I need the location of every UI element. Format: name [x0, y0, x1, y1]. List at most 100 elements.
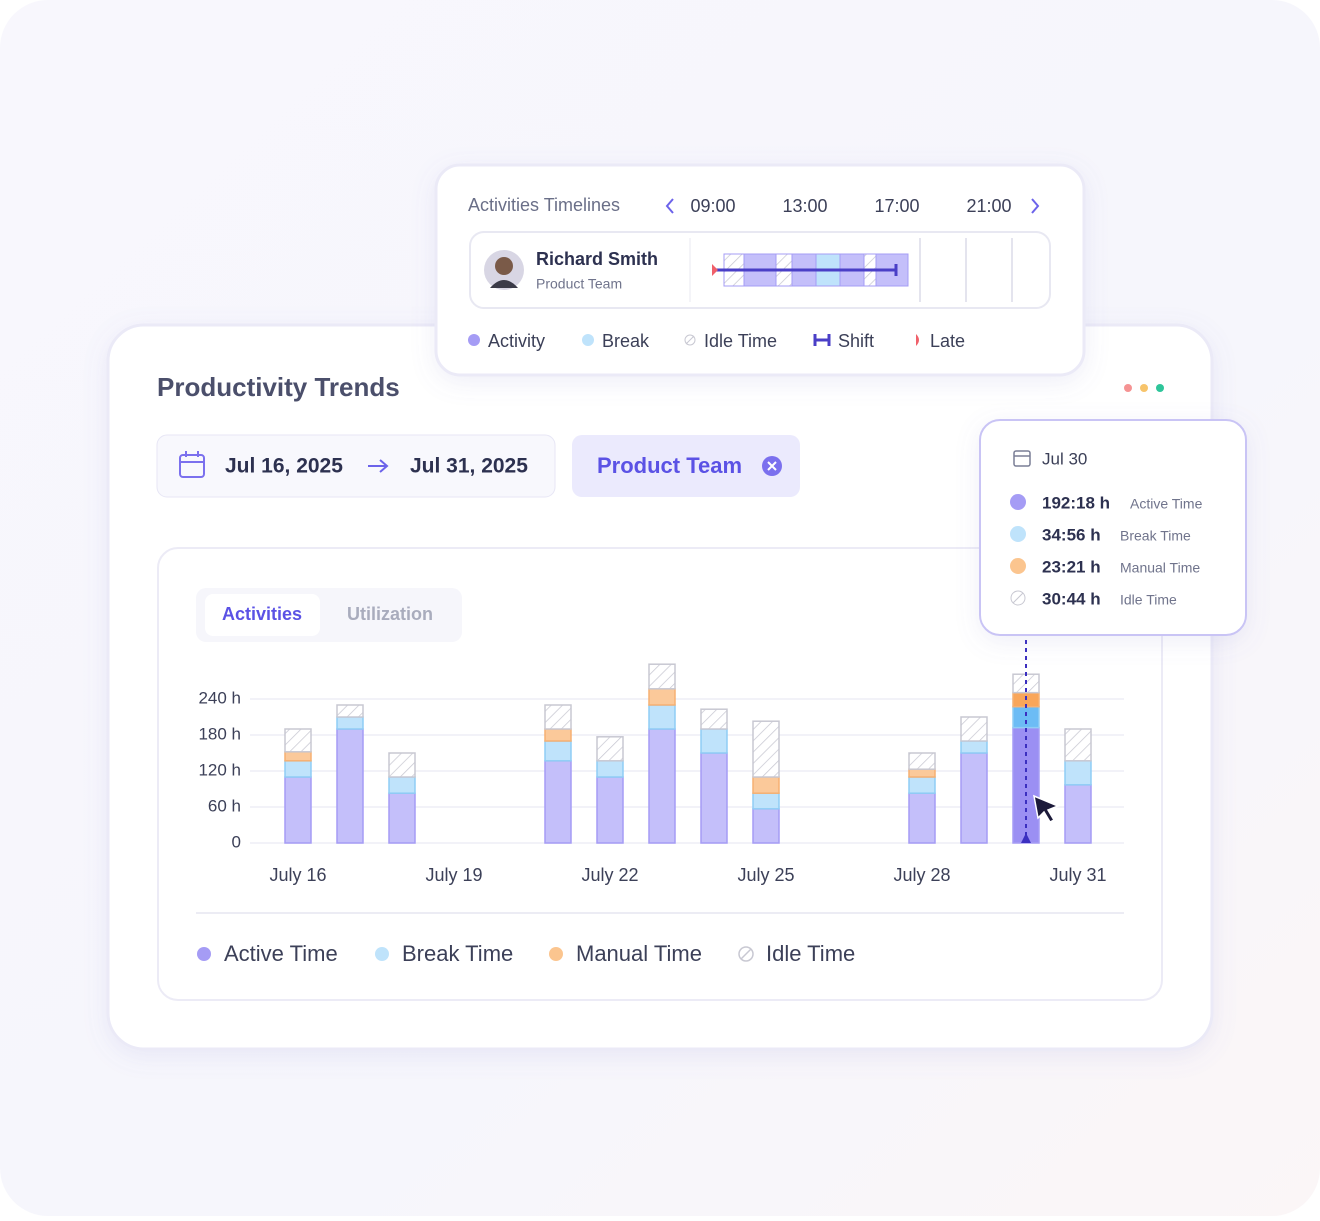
bar-segment: [648, 688, 676, 706]
timeline-card: Activities Timelines 09:00 13:00 17:00 2…: [434, 163, 1086, 377]
tooltip-card: [979, 419, 1247, 636]
x-tick-label: July 19: [425, 865, 482, 885]
clear-icon: [767, 461, 777, 471]
late-icon: [916, 334, 919, 346]
bar-segment: [336, 716, 364, 730]
legend-label: Active Time: [224, 941, 338, 966]
y-tick-label: 240 h: [198, 688, 241, 707]
active-tab[interactable]: [205, 594, 320, 636]
tooltip-value: 30:44 h: [1042, 589, 1101, 608]
legend-dot: [197, 947, 211, 961]
bar-segment: [336, 704, 364, 718]
legend-dot: [375, 947, 389, 961]
bar-segment: [336, 728, 364, 844]
bar-segment: [908, 768, 936, 778]
bar-segment: [388, 792, 416, 844]
y-tick-label: 60 h: [208, 796, 241, 815]
x-tick-label: July 31: [1049, 865, 1106, 885]
tooltip-idle-icon: [1010, 590, 1026, 606]
y-tick-label: 180 h: [198, 724, 241, 743]
bar-segment: [544, 728, 572, 742]
avatar-face: [495, 257, 513, 275]
time-label: 21:00: [966, 196, 1011, 216]
tab[interactable]: Utilization: [347, 604, 433, 624]
date-range[interactable]: [156, 434, 556, 498]
tooltip: Jul 30 192:18 h Active Time 34:56 h Brea…: [979, 419, 1247, 636]
bar-segment: [596, 736, 624, 762]
page-title: Productivity Trends: [157, 372, 400, 402]
legend-label: Idle Time: [704, 331, 777, 351]
tooltip-label: Active Time: [1130, 496, 1203, 512]
hour-lines: [919, 238, 1013, 302]
tooltip-label: Idle Time: [1120, 592, 1177, 608]
x-tick-label: July 25: [737, 865, 794, 885]
legend-dot: [582, 334, 594, 346]
tooltip-value: 192:18 h: [1042, 493, 1110, 512]
bar-segment: [700, 752, 728, 844]
bar-segment: [700, 728, 728, 754]
dot: [1140, 384, 1148, 392]
legend-label: Manual Time: [576, 941, 702, 966]
bar-segment: [908, 752, 936, 770]
legend-label: Break Time: [402, 941, 513, 966]
tooltip-label: Break Time: [1120, 528, 1191, 544]
bar-segment: [544, 704, 572, 730]
person-team: Product Team: [536, 276, 622, 292]
bar-segment: [1064, 760, 1092, 786]
legend-dot: [549, 947, 563, 961]
x-tick-label: July 28: [893, 865, 950, 885]
bar-segment: [544, 740, 572, 762]
bar-segment: [752, 776, 780, 794]
bar-segment: [648, 663, 676, 690]
bar-segment: [544, 760, 572, 844]
tooltip-value: 23:21 h: [1042, 557, 1101, 576]
bar-segment: [596, 776, 624, 844]
bar-segment: [284, 760, 312, 778]
shift-line: [716, 264, 898, 276]
tooltip-dot: [1010, 494, 1026, 510]
x-tick-label: July 16: [269, 865, 326, 885]
time-label: 09:00: [690, 196, 735, 216]
tooltip-label: Manual Time: [1120, 560, 1200, 576]
bar-segment: [960, 752, 988, 844]
bar-segment: [648, 728, 676, 844]
team-filter[interactable]: [572, 435, 800, 497]
prev[interactable]: [665, 198, 674, 214]
idle-icon: [684, 334, 696, 346]
legend-label: Idle Time: [766, 941, 855, 966]
bar-segment: [284, 728, 312, 753]
legend-icon: [740, 948, 752, 960]
bar-segment: [596, 760, 624, 778]
bar-segment: [284, 776, 312, 844]
legend-label: Activity: [488, 331, 545, 351]
late-marker: [712, 264, 718, 276]
bar-segment: [908, 792, 936, 844]
timeline-title: Activities Timelines: [468, 195, 620, 215]
legend-icon: [738, 946, 754, 962]
tab[interactable]: Activities: [222, 604, 302, 624]
bar-segment: [908, 776, 936, 794]
shift-icon: [813, 334, 831, 346]
tooltip-dot: [1010, 526, 1026, 542]
avatar-body: [490, 280, 518, 288]
dot: [1124, 384, 1132, 392]
date-to: Jul 31, 2025: [410, 455, 528, 478]
cursor: [1033, 794, 1060, 823]
legend-label: Late: [930, 331, 965, 351]
hover-marker: [1021, 833, 1031, 843]
y-tick-label: 120 h: [198, 760, 241, 779]
time-label: 13:00: [782, 196, 827, 216]
dot: [1156, 384, 1164, 392]
bar-segment: [1064, 728, 1092, 762]
tooltip-dot: [1010, 558, 1026, 574]
time-label: 17:00: [874, 196, 919, 216]
legend-label: Break: [602, 331, 650, 351]
person-name: Richard Smith: [536, 249, 658, 269]
next[interactable]: [1031, 198, 1040, 214]
bar-segment: [752, 808, 780, 844]
date-from: Jul 16, 2025: [225, 455, 343, 478]
bar-segment: [752, 792, 780, 810]
bar-segment: [388, 752, 416, 778]
